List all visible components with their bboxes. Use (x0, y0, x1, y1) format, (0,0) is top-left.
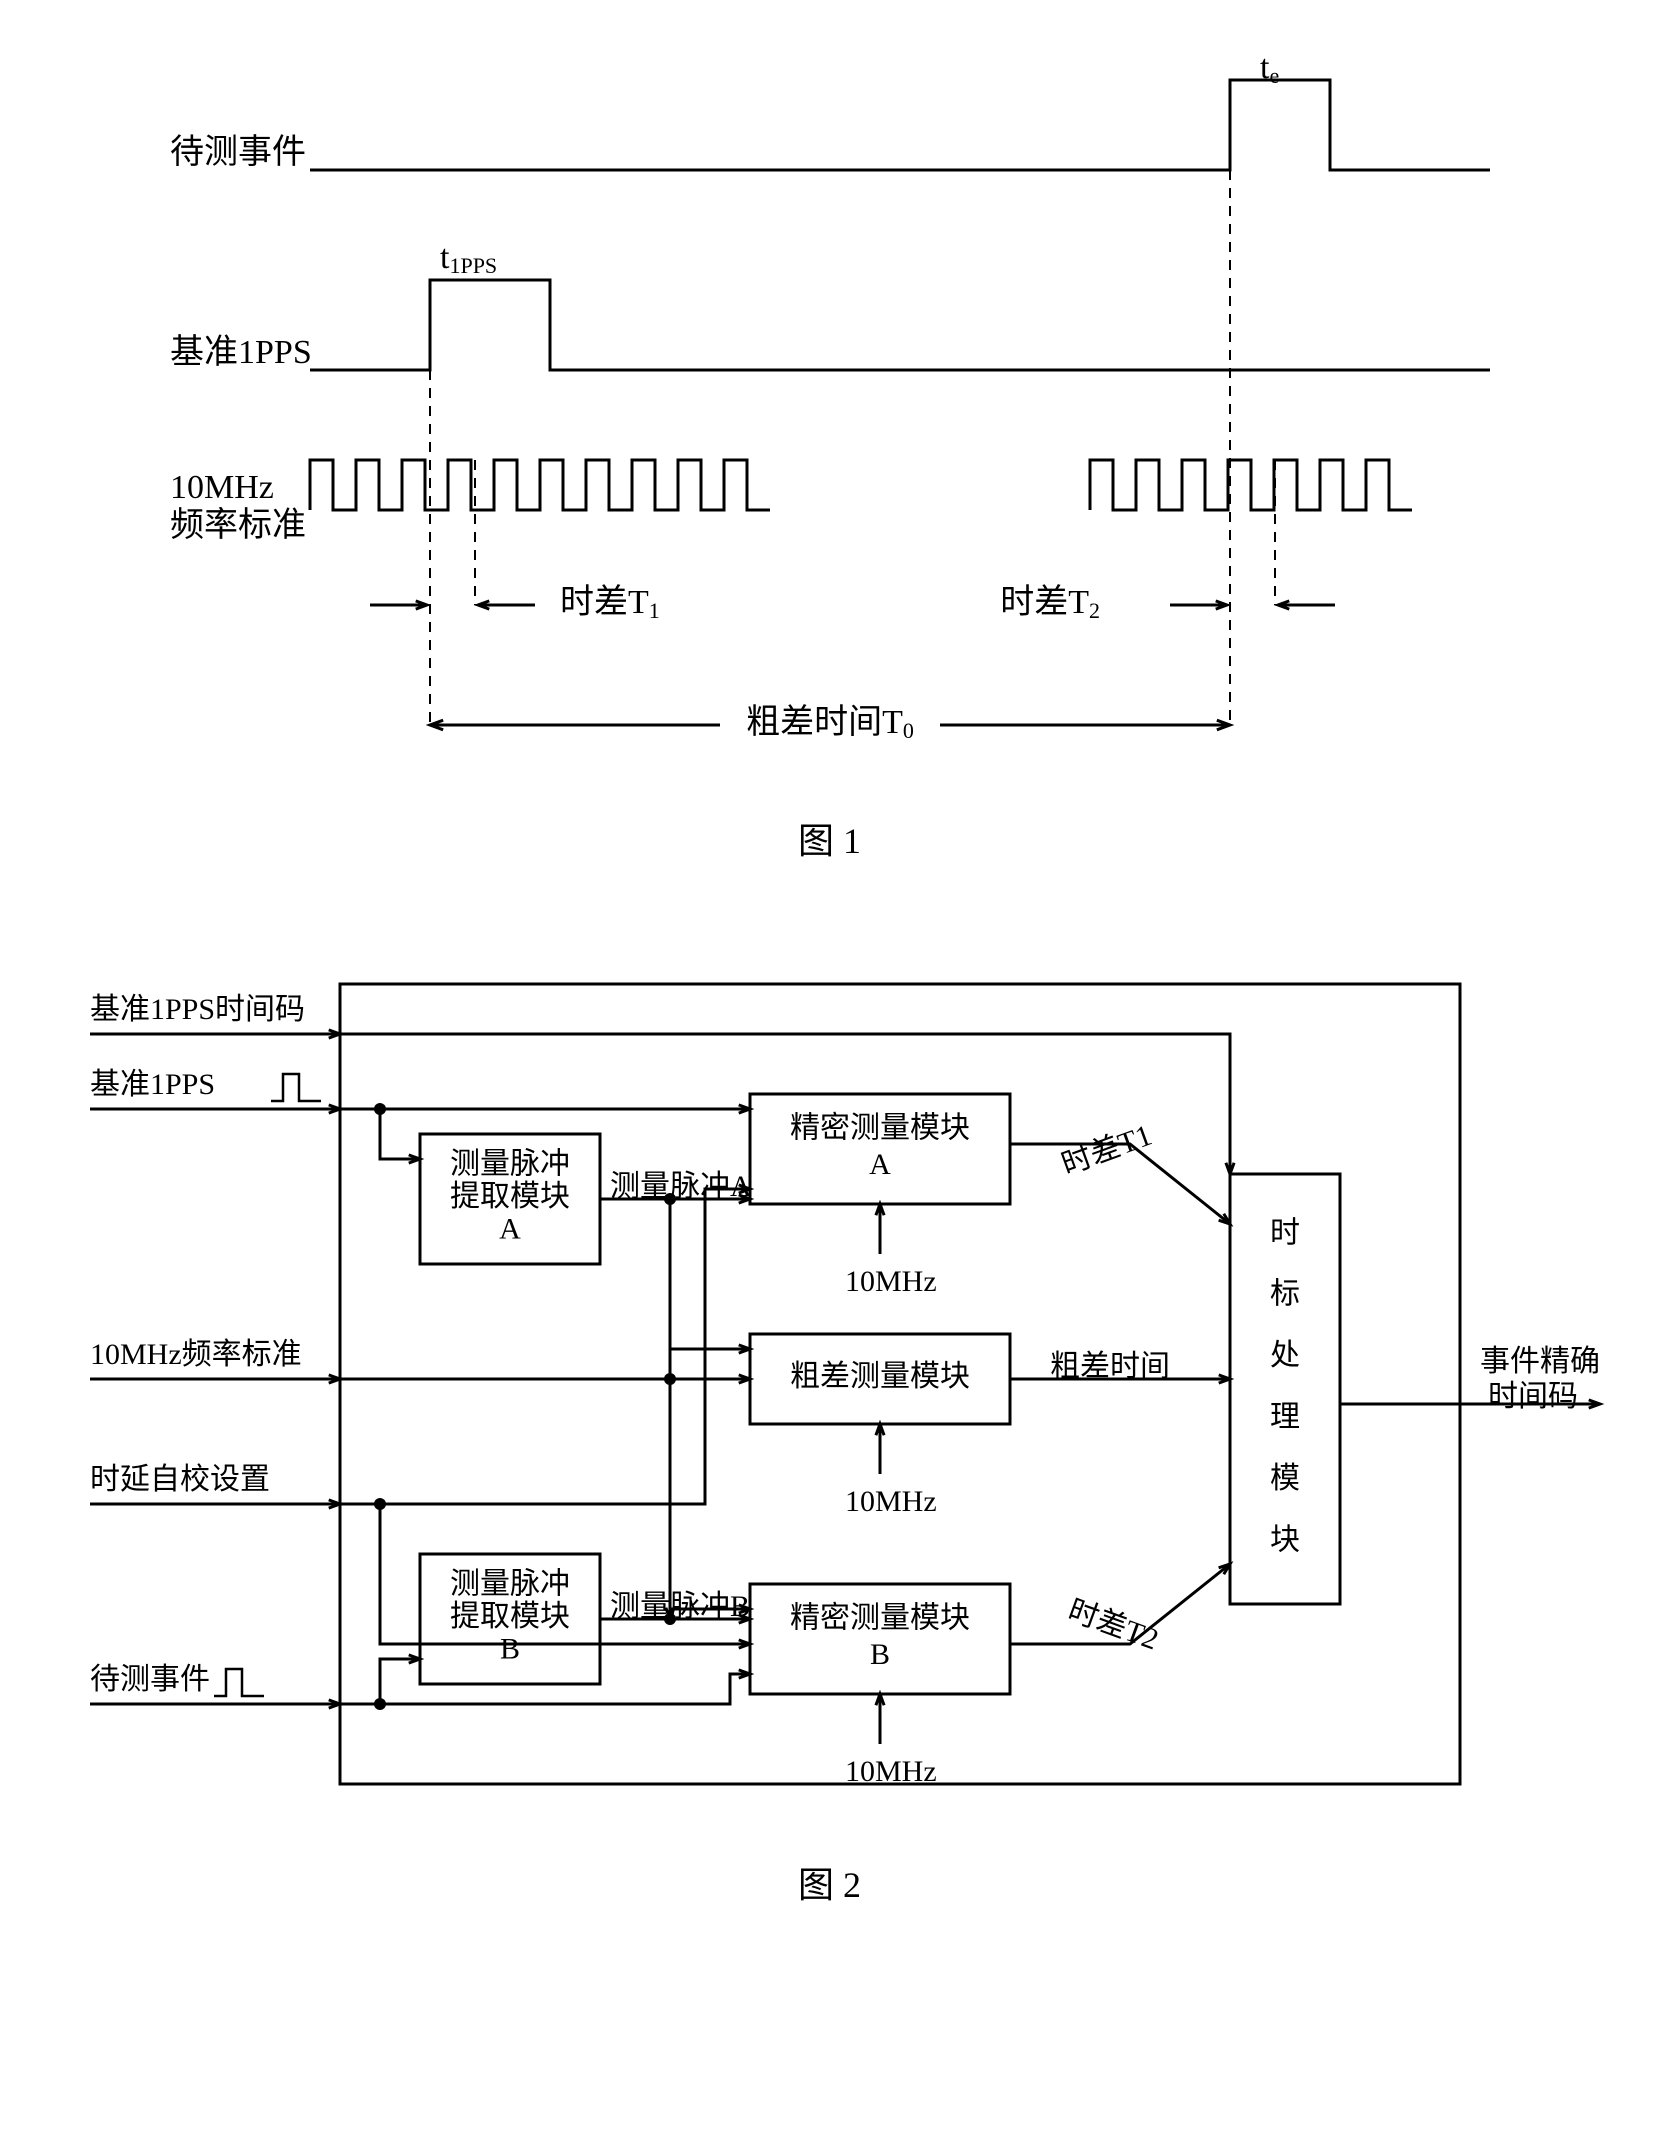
svg-text:精密测量模块: 精密测量模块 (790, 1602, 970, 1635)
svg-text:标: 标 (1270, 1278, 1300, 1311)
svg-text:测量脉冲B: 测量脉冲B (610, 1590, 750, 1623)
svg-text:A: A (869, 1148, 891, 1181)
svg-text:待测事件: 待测事件 (90, 1663, 210, 1696)
svg-text:10MHz: 10MHz (845, 1755, 937, 1788)
timing-diagram: 待测事件 te 基准1PPS t1PPS 10MHz频率标准时差T1 时差T2 粗差时间T0 (130, 40, 1530, 800)
svg-text:时差T2: 时差T2 (1063, 1594, 1162, 1657)
svg-text:时差T1: 时差T1 (560, 583, 660, 623)
svg-text:测量脉冲A: 测量脉冲A (610, 1170, 752, 1203)
svg-text:时差T2: 时差T2 (1000, 583, 1100, 623)
svg-text:t1PPS: t1PPS (440, 239, 497, 278)
svg-text:频率标准: 频率标准 (170, 506, 306, 544)
svg-text:待测事件: 待测事件 (170, 133, 306, 171)
fig2-caption: 图 2 (20, 1856, 1639, 1908)
svg-text:10MHz: 10MHz (845, 1265, 937, 1298)
svg-text:模: 模 (1270, 1462, 1300, 1495)
svg-text:提取模块: 提取模块 (450, 1180, 570, 1213)
block-diagram: 基准1PPS时间码基准1PPS10MHz频率标准时延自校设置待测事件测量脉冲提取… (50, 944, 1610, 1844)
svg-text:理: 理 (1270, 1401, 1300, 1434)
svg-text:块: 块 (1270, 1523, 1300, 1556)
svg-text:测量脉冲: 测量脉冲 (450, 1567, 570, 1600)
svg-text:事件精确: 事件精确 (1480, 1345, 1600, 1378)
svg-text:处: 处 (1270, 1339, 1300, 1372)
svg-text:时间码: 时间码 (1488, 1380, 1578, 1413)
svg-text:10MHz: 10MHz (845, 1485, 937, 1518)
svg-text:粗差时间T0: 粗差时间T0 (746, 703, 914, 743)
svg-text:提取模块: 提取模块 (450, 1600, 570, 1633)
svg-text:10MHz频率标准: 10MHz频率标准 (90, 1338, 302, 1371)
svg-text:B: B (499, 1632, 519, 1665)
svg-text:A: A (499, 1212, 521, 1245)
svg-text:精密测量模块: 精密测量模块 (790, 1112, 970, 1145)
svg-text:基准1PPS: 基准1PPS (170, 333, 312, 371)
svg-text:B: B (869, 1638, 889, 1671)
svg-text:粗差测量模块: 粗差测量模块 (790, 1360, 970, 1393)
svg-text:测量脉冲: 测量脉冲 (450, 1147, 570, 1180)
svg-text:时: 时 (1270, 1216, 1300, 1249)
svg-text:时延自校设置: 时延自校设置 (90, 1463, 270, 1496)
svg-text:10MHz: 10MHz (170, 469, 274, 506)
svg-text:te: te (1260, 49, 1279, 88)
svg-text:基准1PPS: 基准1PPS (90, 1068, 215, 1101)
svg-text:粗差时间: 粗差时间 (1050, 1350, 1170, 1383)
svg-text:基准1PPS时间码: 基准1PPS时间码 (90, 993, 305, 1026)
fig1-caption: 图 1 (20, 812, 1639, 864)
svg-text:时差T1: 时差T1 (1057, 1119, 1156, 1182)
